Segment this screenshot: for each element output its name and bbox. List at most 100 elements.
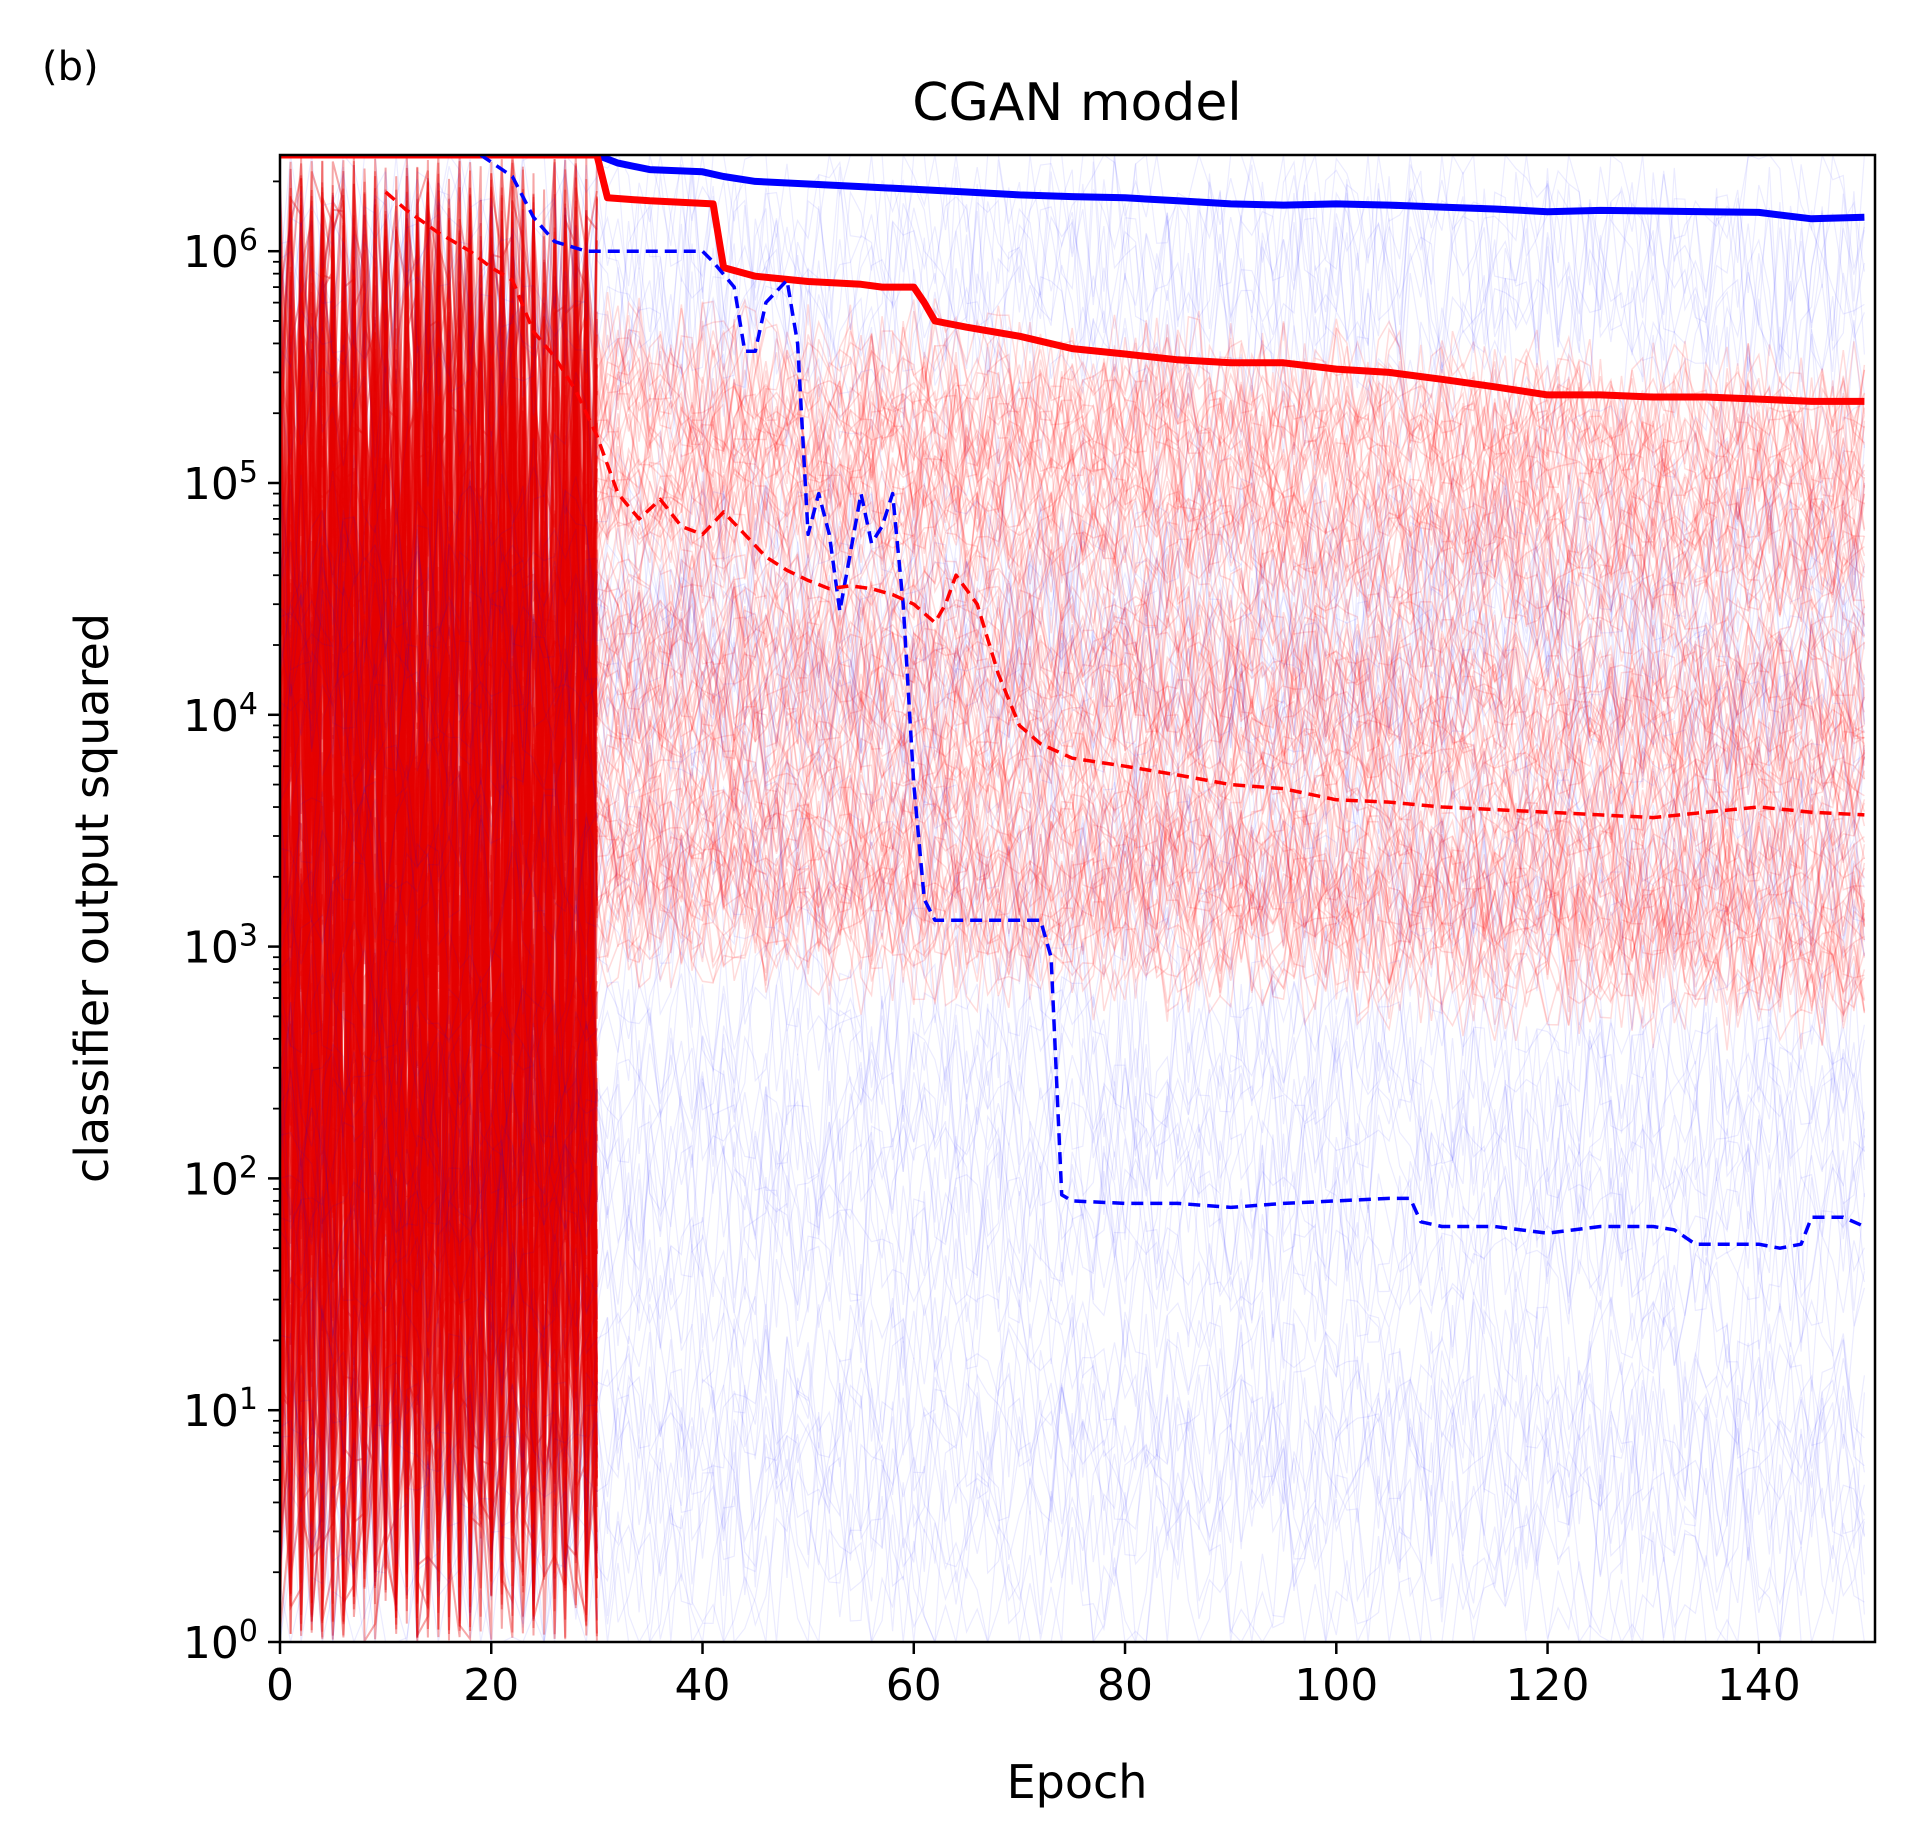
background-trace-red bbox=[280, 211, 598, 1552]
background-trace-red bbox=[596, 359, 1866, 548]
background-trace-red bbox=[596, 850, 1866, 1024]
background-trace-red bbox=[280, 168, 598, 1605]
background-trace-red bbox=[596, 304, 1865, 480]
background-trace-red bbox=[280, 282, 598, 1630]
background-trace-red bbox=[280, 187, 598, 1598]
background-trace-blue bbox=[280, 1300, 1865, 1509]
background-trace-blue bbox=[280, 905, 1865, 1112]
background-trace-red bbox=[280, 230, 598, 1636]
background-trace-red bbox=[280, 196, 598, 1425]
background-trace-red bbox=[596, 862, 1866, 1047]
background-trace-red bbox=[280, 162, 598, 1500]
background-trace-red bbox=[596, 669, 1866, 847]
background-trace-red bbox=[596, 637, 1866, 813]
background-trace-red bbox=[280, 159, 598, 1522]
background-trace-red bbox=[596, 781, 1866, 947]
background-trace-red bbox=[596, 446, 1866, 623]
background-trace-red bbox=[280, 155, 598, 1560]
x-tick-label: 140 bbox=[1717, 1660, 1801, 1711]
background-trace-blue bbox=[280, 1107, 1865, 1315]
background-trace-red bbox=[280, 234, 598, 1617]
background-trace-red bbox=[280, 200, 598, 1533]
background-trace-red bbox=[280, 180, 598, 1605]
background-trace-red bbox=[280, 212, 598, 1618]
background-trace-blue bbox=[280, 426, 1865, 632]
background-trace-red bbox=[280, 309, 598, 1624]
background-trace-blue bbox=[280, 1028, 1865, 1236]
background-trace-red bbox=[280, 161, 598, 1516]
x-axis-label: Epoch bbox=[1007, 1755, 1148, 1809]
background-trace-blue bbox=[280, 943, 1865, 1150]
background-trace-red bbox=[280, 207, 598, 1640]
series-line-4 bbox=[384, 190, 1865, 820]
background-trace-red bbox=[596, 819, 1865, 1001]
background-trace-red bbox=[280, 229, 598, 1635]
background-trace-red bbox=[280, 161, 598, 1538]
background-trace-red bbox=[596, 580, 1866, 749]
background-trace-red bbox=[596, 319, 1866, 498]
background-trace-red bbox=[280, 167, 598, 1603]
background-trace-red bbox=[280, 189, 598, 1638]
background-trace-red bbox=[280, 182, 598, 1596]
chart-title: CGAN model bbox=[912, 73, 1242, 133]
background-trace-red bbox=[596, 291, 1866, 464]
background-trace-blue bbox=[280, 1375, 1865, 1583]
background-trace-blue bbox=[280, 1361, 1865, 1568]
background-trace-red bbox=[596, 524, 1865, 678]
background-trace-red bbox=[280, 300, 598, 1622]
background-trace-red bbox=[596, 835, 1866, 1019]
background-trace-red bbox=[280, 215, 598, 1634]
background-trace-red bbox=[280, 282, 598, 1642]
background-trace-blue bbox=[280, 605, 1865, 815]
background-trace-red bbox=[596, 551, 1866, 736]
x-tick-label: 40 bbox=[675, 1660, 731, 1711]
panel-label: (b) bbox=[42, 44, 99, 90]
background-trace-red bbox=[280, 155, 598, 1601]
background-trace-blue bbox=[280, 526, 1865, 737]
background-trace-red bbox=[280, 189, 598, 1635]
background-trace-blue bbox=[280, 584, 1865, 793]
background-trace-red bbox=[280, 274, 598, 1593]
background-trace-red bbox=[280, 170, 598, 1636]
background-trace-red bbox=[280, 235, 598, 1641]
background-trace-red bbox=[596, 796, 1865, 961]
background-trace-red bbox=[596, 429, 1865, 600]
background-trace-red bbox=[596, 821, 1866, 1003]
background-trace-blue bbox=[280, 1369, 1865, 1579]
background-trace-red bbox=[280, 237, 598, 1563]
background-traces bbox=[280, 155, 1866, 1642]
background-trace-red bbox=[280, 158, 598, 1634]
background-trace-blue bbox=[280, 564, 1865, 774]
background-trace-red bbox=[596, 795, 1866, 980]
background-trace-red bbox=[596, 481, 1866, 655]
background-trace-red bbox=[280, 218, 598, 1613]
background-trace-red bbox=[280, 203, 598, 1624]
background-trace-red bbox=[280, 186, 598, 1579]
background-trace-red bbox=[596, 323, 1866, 498]
x-tick-label: 20 bbox=[463, 1660, 519, 1711]
background-trace-red bbox=[280, 265, 598, 1638]
background-trace-blue bbox=[280, 542, 1865, 749]
background-trace-red bbox=[596, 871, 1866, 1051]
background-trace-red bbox=[280, 187, 598, 1574]
background-trace-red bbox=[280, 236, 598, 1640]
background-trace-blue bbox=[280, 169, 1865, 378]
series-line-1 bbox=[595, 155, 1865, 223]
background-trace-red bbox=[596, 662, 1866, 837]
background-trace-red bbox=[280, 158, 598, 1564]
background-trace-blue bbox=[280, 1356, 1865, 1563]
background-trace-red bbox=[280, 249, 598, 1604]
x-tick-label: 60 bbox=[886, 1660, 942, 1711]
background-trace-blue bbox=[280, 545, 1865, 751]
x-tick-label: 0 bbox=[266, 1660, 294, 1711]
background-trace-red bbox=[280, 183, 598, 1561]
plot-frame bbox=[278, 153, 1877, 1644]
background-trace-blue bbox=[280, 1135, 1865, 1343]
background-trace-red bbox=[596, 700, 1866, 870]
background-trace-red bbox=[280, 182, 598, 1589]
background-trace-blue bbox=[280, 981, 1865, 1189]
background-trace-blue bbox=[280, 625, 1865, 831]
background-trace-red bbox=[596, 791, 1866, 956]
background-trace-red bbox=[280, 162, 598, 1624]
